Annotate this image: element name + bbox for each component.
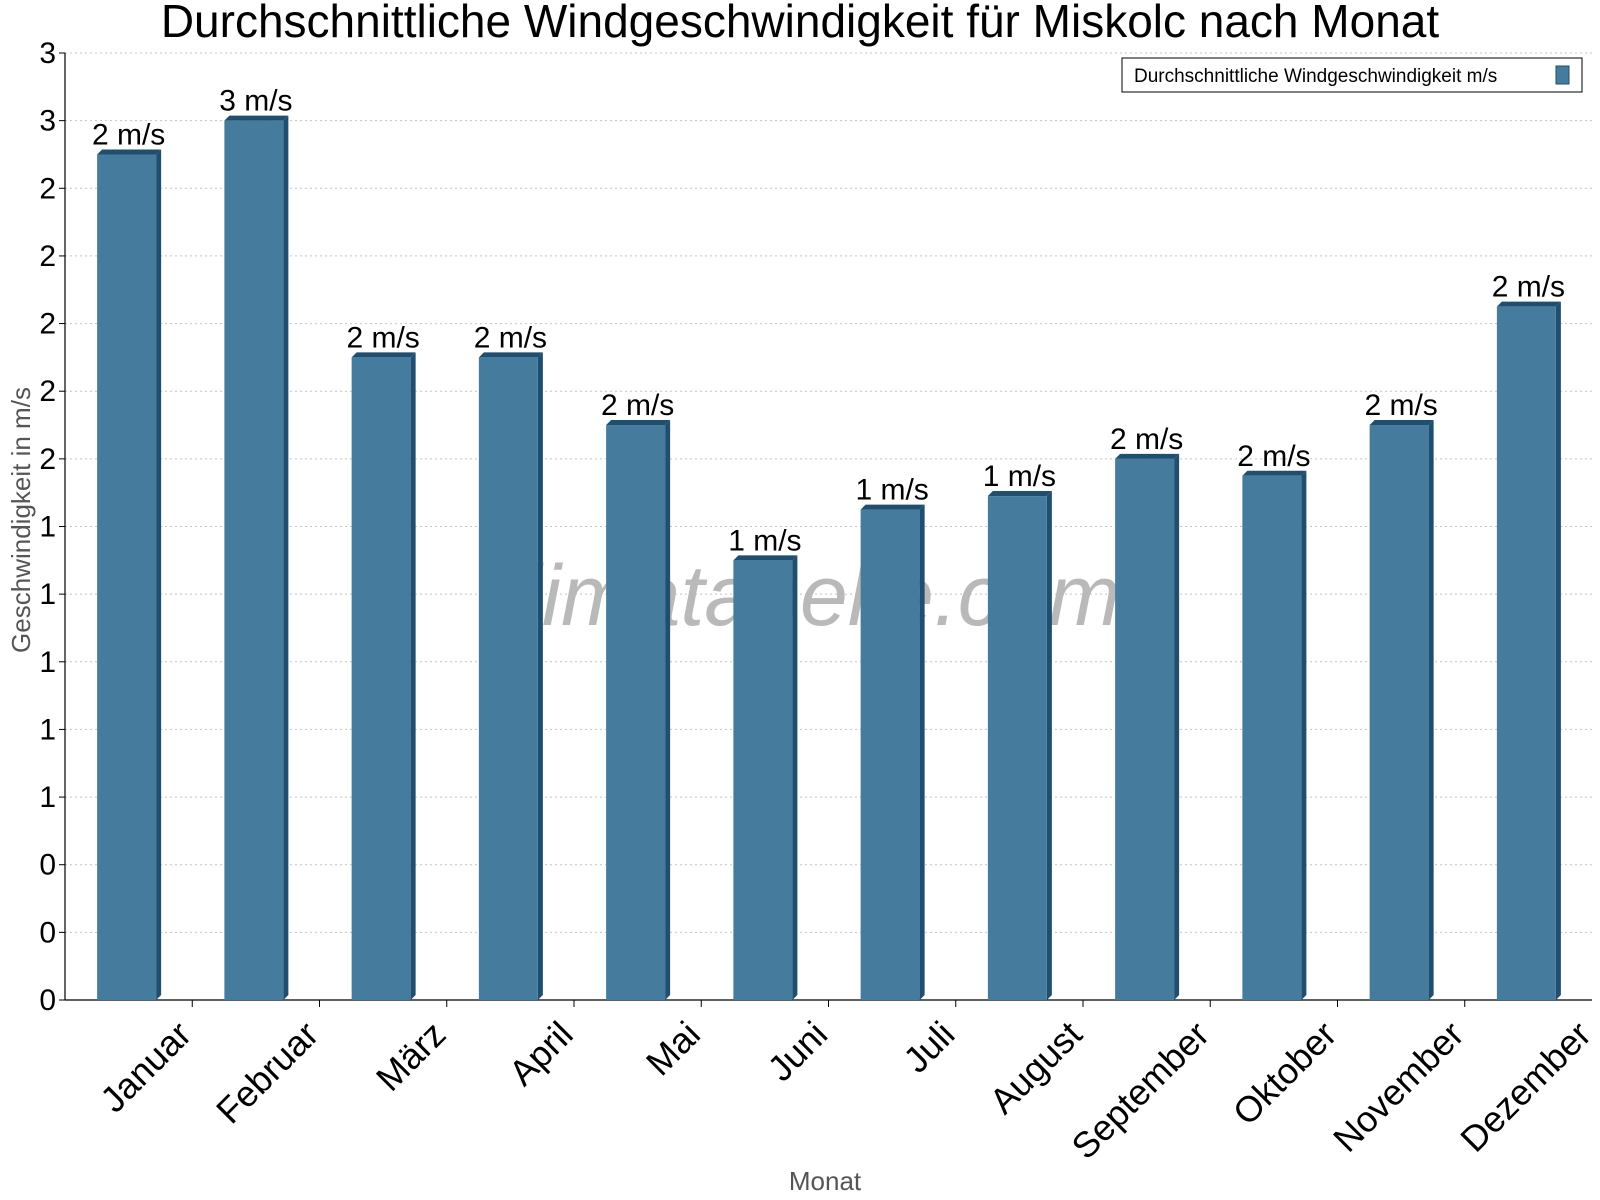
x-tick-label: Juli	[895, 1013, 962, 1080]
x-tick-label: April	[501, 1013, 581, 1093]
bar-value-label: 1 m/s	[983, 460, 1056, 493]
bar	[478, 357, 538, 1001]
x-tick-label: November	[1325, 1013, 1471, 1159]
y-tick-label: 3	[39, 37, 56, 70]
bar	[97, 154, 157, 1000]
bar	[1369, 425, 1429, 1000]
bar-value-label: 2 m/s	[346, 321, 419, 354]
bar-top	[224, 115, 289, 121]
y-tick-label: 1	[39, 781, 56, 814]
bar-side	[1555, 301, 1561, 1000]
legend: Durchschnittliche Windgeschwindigkeit m/…	[1121, 57, 1583, 93]
bar-value-label: 2 m/s	[1492, 271, 1565, 304]
bar-side	[1174, 453, 1180, 1000]
y-tick-label: 2	[39, 375, 56, 408]
bar-value-label: 2 m/s	[1364, 389, 1437, 422]
bar-top	[1369, 420, 1434, 426]
bar-side	[665, 420, 671, 1000]
bar-top	[351, 352, 416, 358]
y-tick-label: 2	[39, 240, 56, 273]
y-tick-label: 0	[39, 849, 56, 882]
bar-top	[606, 420, 671, 426]
x-tick-label: Januar	[92, 1013, 199, 1120]
bar-value-label: 1 m/s	[855, 474, 928, 507]
x-tick-label: Februar	[208, 1013, 326, 1131]
y-axis-label: Geschwindigkeit in m/s	[6, 387, 36, 653]
bar-side	[537, 352, 543, 1001]
y-tick-label: 1	[39, 578, 56, 611]
bar-top	[97, 149, 162, 155]
bar	[1496, 306, 1556, 1000]
bar	[860, 509, 920, 1000]
x-tick-label: Dezember	[1452, 1013, 1598, 1159]
bar-value-label: 1 m/s	[728, 524, 801, 557]
bar	[1115, 458, 1175, 1000]
bar-side	[1046, 491, 1052, 1000]
bar	[733, 560, 793, 1000]
y-tick-label: 1	[39, 646, 56, 679]
bar-value-label: 2 m/s	[474, 321, 547, 354]
x-tick-label: September	[1063, 1013, 1217, 1167]
bar-side	[156, 149, 162, 1000]
bar-side	[1428, 420, 1434, 1000]
y-tick-label: 2	[39, 172, 56, 205]
grid-lines	[65, 52, 1592, 933]
x-tick-label: Mai	[638, 1013, 708, 1083]
x-tick-label: August	[981, 1013, 1089, 1121]
bar-value-label: 2 m/s	[601, 389, 674, 422]
bar-top	[733, 555, 798, 561]
x-tick-label: Juni	[760, 1013, 836, 1089]
y-tick-label: 2	[39, 308, 56, 341]
bar	[351, 357, 411, 1001]
bar-side	[1301, 470, 1307, 1001]
bar-value-label: 2 m/s	[92, 118, 165, 151]
bar-top	[1496, 301, 1561, 307]
bar-value-label: 2 m/s	[1110, 423, 1183, 456]
y-tick-label: 1	[39, 511, 56, 544]
x-axis-ticks: Januar Februar März April Mai Juni Juli AugustS…	[92, 1000, 1599, 1167]
bar	[224, 120, 284, 1000]
bar-labels: 2 m/s 3 m/s 2 m/s 2 m/s 2 m/s 1 m/s 1 m/s 1 m/s…	[92, 85, 1565, 558]
bar-value-label: 3 m/s	[219, 85, 292, 118]
y-tick-label: 3	[39, 105, 56, 138]
y-tick-label: 0	[39, 984, 56, 1017]
bar	[987, 496, 1047, 1000]
x-tick-label: Oktober	[1225, 1013, 1345, 1133]
bar-top	[1115, 453, 1180, 459]
bar-top	[1242, 470, 1307, 476]
bar-side	[919, 504, 925, 1000]
x-axis-label: Monat	[789, 1166, 862, 1196]
legend-label: Durchschnittliche Windgeschwindigkeit m/…	[1134, 66, 1497, 87]
bar-side	[792, 555, 798, 1000]
y-tick-label: 1	[39, 713, 56, 746]
bar	[606, 425, 666, 1000]
bar-value-label: 2 m/s	[1237, 440, 1310, 473]
y-tick-label: 2	[39, 443, 56, 476]
bar-side	[283, 115, 289, 1000]
bar	[1242, 475, 1302, 1001]
bar-side	[410, 352, 416, 1001]
bar-top	[987, 491, 1052, 497]
y-tick-label: 0	[39, 916, 56, 949]
legend-box	[1121, 57, 1583, 93]
bar-top	[860, 504, 925, 510]
bar-top	[478, 352, 543, 358]
y-axis-ticks: 0 0 0 1 1 1 1 1 2 2 2 2 2 3 3	[39, 37, 65, 1017]
legend-swatch	[1555, 65, 1570, 85]
x-tick-label: März	[368, 1013, 454, 1099]
axes	[64, 53, 1592, 1001]
bars	[97, 115, 1561, 1001]
chart-title: Durchschnittliche Windgeschwindigkeit fü…	[161, 0, 1440, 47]
